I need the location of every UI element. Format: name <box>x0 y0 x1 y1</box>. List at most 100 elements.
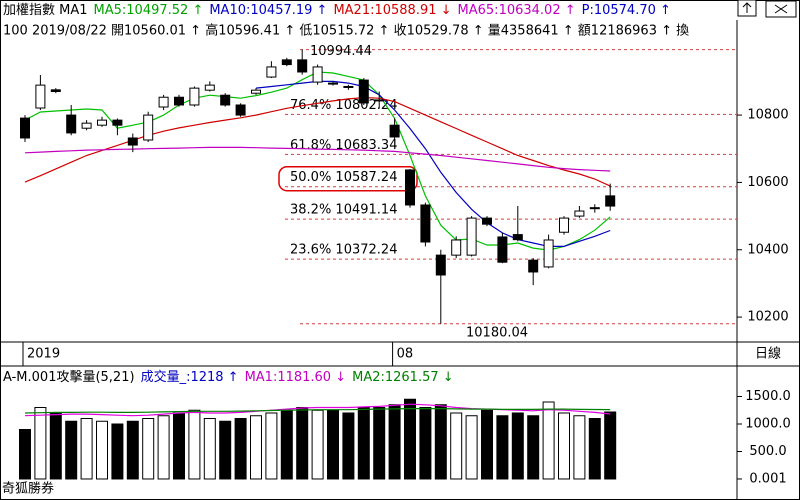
volume-bar <box>173 412 185 480</box>
y-tick-label: 10200 <box>747 310 788 325</box>
volume-ma-line <box>24 403 611 417</box>
volume-bar <box>434 404 447 480</box>
header-item: A-M.001攻擊量(5,21) <box>3 369 135 385</box>
extreme-label: 10180.04 <box>466 325 528 340</box>
volume-header: A-M.001攻擊量(5,21) 成交量_:1218 ↑ MA1:1181.60 ↓… <box>3 369 454 385</box>
x-tick-label: 08 <box>397 347 414 362</box>
extreme-label: 10994.44 <box>310 44 372 59</box>
candle-body <box>189 87 200 106</box>
volume-bar <box>203 417 216 480</box>
fib-label: 23.6% 10372.24 <box>290 243 397 258</box>
period-label: 日線 <box>755 346 781 362</box>
volume-bar <box>126 420 139 480</box>
volume-bar <box>188 409 201 480</box>
candle-body <box>235 104 246 116</box>
header-item: MA21:10588.91 ↓ <box>333 3 451 18</box>
candle-body <box>528 259 539 273</box>
volume-bar <box>404 398 416 480</box>
volume-bar <box>342 412 355 480</box>
candle-body <box>497 236 508 263</box>
candle-body <box>328 82 338 85</box>
candle-body <box>405 169 415 206</box>
volume-bar <box>511 412 524 480</box>
volume-bar <box>234 417 247 480</box>
candle-body <box>174 96 184 106</box>
candle-body <box>374 99 385 102</box>
candle-body <box>97 119 107 126</box>
y-tick-label: 10600 <box>747 175 788 190</box>
volume-bar <box>49 412 62 480</box>
volume-bar <box>280 409 293 480</box>
footer: 奇狐勝券 <box>2 481 54 497</box>
price-header: 加權指數 MA1 MA5:10497.52 ↑ MA10:10457.19 ↑ MA2… <box>3 3 671 18</box>
header-item: MA2:1261.57 ↓ <box>352 370 454 385</box>
volume-bar <box>296 406 309 480</box>
volume-bar <box>219 420 232 480</box>
candle-body <box>112 119 123 126</box>
candle-body <box>143 114 154 141</box>
y-tick-label: 10400 <box>747 242 788 257</box>
candle-body <box>512 234 523 241</box>
candle-body <box>574 210 585 217</box>
header-item: MA10:10457.19 ↑ <box>209 3 327 18</box>
volume-bar <box>604 411 617 480</box>
volume-ma-line <box>24 408 611 414</box>
y-tick-label: 1000.0 <box>745 416 791 431</box>
header-item: 加權指數 MA1 <box>3 3 88 18</box>
volume-bar <box>465 415 478 480</box>
candle-body <box>158 96 169 108</box>
up-icon <box>742 2 752 13</box>
volume-bar <box>527 415 540 480</box>
candle-body <box>343 85 354 88</box>
volume-bar <box>19 428 31 480</box>
candle-body <box>251 89 261 94</box>
y-tick-label: 0.001 <box>749 471 786 486</box>
volume-bar <box>450 412 463 480</box>
candle-body <box>451 239 462 256</box>
info-line: 100 2019/08/22 開10560.01 ↑ 高10596.41 ↑ 低… <box>3 23 689 39</box>
volume-bar <box>311 409 324 480</box>
candle-body <box>559 217 569 233</box>
volume-bar <box>588 417 601 480</box>
volume-bar <box>157 415 170 480</box>
volume-bar <box>265 412 278 480</box>
volume-bar <box>96 420 108 480</box>
candle-body <box>266 66 277 78</box>
candle-body <box>20 117 30 139</box>
candle-body <box>297 59 308 73</box>
volume-bar <box>65 420 78 480</box>
candle-body <box>482 217 492 225</box>
volume-bar <box>142 417 155 480</box>
volume-bar <box>481 409 493 480</box>
volume-bar <box>111 423 124 480</box>
candle-body <box>35 84 46 109</box>
volume-bar <box>419 406 432 480</box>
volume-bar <box>573 415 586 480</box>
candle-body <box>435 254 446 276</box>
volume-bar <box>496 415 509 480</box>
candle-body <box>466 217 477 256</box>
candle-body <box>605 195 616 207</box>
ma-line <box>24 96 611 187</box>
candle-body <box>358 79 369 104</box>
candle-body <box>127 137 138 146</box>
candle-body <box>66 114 77 134</box>
candle-body <box>204 84 215 91</box>
candle-body <box>220 94 231 106</box>
candle-body <box>81 122 92 129</box>
y-tick-label: 1500.0 <box>745 389 791 404</box>
candle-body <box>543 239 554 268</box>
volume-bar <box>542 401 555 480</box>
volume-bar <box>250 415 262 480</box>
x-tick-label: 2019 <box>27 347 60 362</box>
volume-bar <box>34 406 47 480</box>
volume-bar <box>388 404 401 480</box>
candle-body <box>50 89 61 93</box>
volume-bar <box>373 406 386 480</box>
candle-body <box>312 66 323 83</box>
header-item: P:10574.70 ↑ <box>582 3 671 18</box>
header-item: MA1:1181.60 ↓ <box>245 370 347 385</box>
volume-bar <box>357 406 370 480</box>
